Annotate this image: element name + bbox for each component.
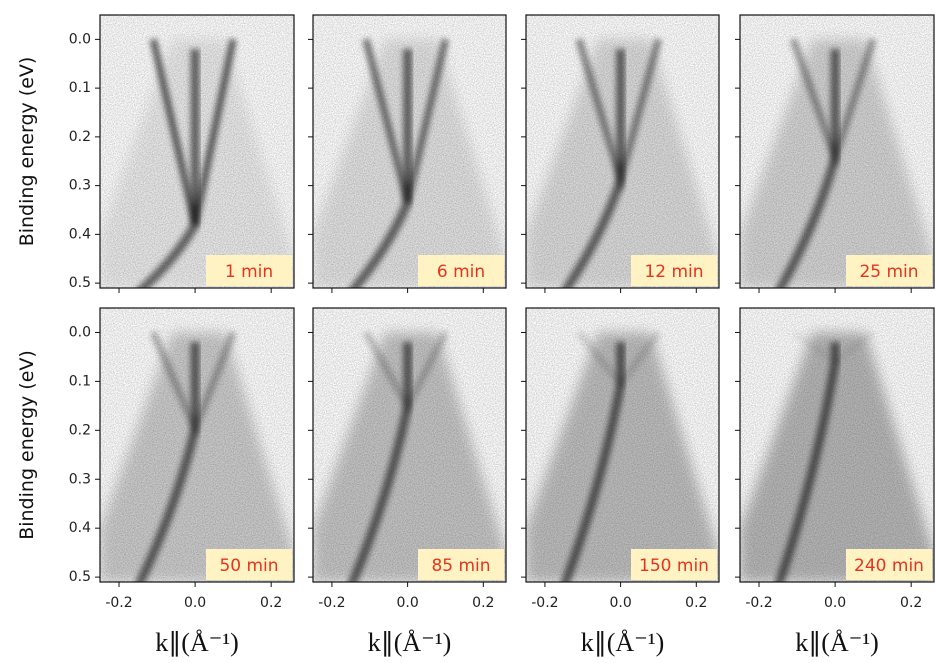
annotation-box	[206, 549, 292, 580]
y-tick-label: 0.5	[69, 275, 91, 291]
x-tick-label: -0.2	[531, 595, 558, 611]
annotation: 50 min	[219, 556, 278, 576]
annotation: 25 min	[859, 262, 918, 282]
spectrum-image	[313, 308, 506, 582]
x-tick-label: 0.2	[472, 595, 494, 611]
y-tick-label: 0.2	[69, 422, 91, 438]
annotation-box	[631, 549, 717, 580]
annotation-box	[418, 549, 504, 580]
annotation-box	[418, 255, 504, 286]
frame	[99, 307, 295, 583]
x-axis-label: k∥(Å⁻¹)	[155, 628, 239, 657]
frame	[99, 14, 295, 289]
y-axis-label: Binding energy (eV)	[16, 57, 38, 247]
y-axis-label: Binding energy (eV)	[16, 350, 38, 540]
frame	[312, 307, 507, 583]
spectrum-image	[740, 15, 934, 288]
annotation-box	[846, 255, 932, 286]
spectrum-image	[740, 308, 934, 582]
panel: -0.2 0.0 0.2 85 min k∥(Å⁻¹)	[308, 307, 507, 657]
x-tick-label: -0.2	[318, 595, 345, 611]
noise	[526, 308, 719, 582]
annotation: 85 min	[431, 556, 490, 576]
y-tick-label: 0.1	[69, 80, 91, 96]
y-tick-label: 0.1	[69, 373, 91, 389]
panel: 0.0 0.1 0.2 0.3 0.4 0.5 1 min Binding energy (e…	[16, 14, 295, 293]
x-tick-label: 0.2	[900, 595, 922, 611]
noise	[100, 308, 294, 582]
frame	[739, 14, 935, 289]
x-tick-label: -0.2	[745, 595, 772, 611]
y-tick-label: 0.2	[69, 129, 91, 145]
x-tick-label: 0.0	[184, 595, 206, 611]
annotation-box	[206, 255, 292, 286]
panel: 12 min	[521, 14, 720, 293]
spectrum-image	[526, 308, 719, 582]
annotation: 150 min	[639, 556, 709, 576]
noise	[313, 308, 506, 582]
spectrum-image	[100, 308, 294, 582]
spectrum-image	[526, 15, 719, 288]
x-tick-label: 0.0	[609, 595, 631, 611]
frame	[739, 307, 935, 583]
x-axis-label: k∥(Å⁻¹)	[368, 628, 452, 657]
y-tick-label: 0.4	[69, 226, 91, 242]
x-axis-label: k∥(Å⁻¹)	[581, 628, 665, 657]
spectrum-image	[313, 15, 506, 288]
frame	[525, 14, 720, 289]
x-tick-label: 0.2	[260, 595, 282, 611]
x-tick-label: 0.2	[685, 595, 707, 611]
noise	[526, 15, 719, 288]
x-tick-label: -0.2	[105, 595, 132, 611]
annotation-box	[631, 255, 717, 286]
noise	[740, 308, 934, 582]
y-tick-label: 0.3	[69, 178, 91, 194]
y-tick-label: 0.0	[69, 31, 91, 47]
annotation: 12 min	[644, 262, 703, 282]
y-tick-label: 0.4	[69, 520, 91, 536]
panel: 0.0 0.1 0.2 0.3 0.4 0.5 -0.2 0.0 0.2 50 min Bindin…	[16, 307, 295, 657]
noise	[313, 15, 506, 288]
x-tick-label: 0.0	[824, 595, 846, 611]
noise	[740, 15, 934, 288]
panel: 25 min	[735, 14, 935, 293]
frame	[525, 307, 720, 583]
annotation-box	[846, 549, 932, 580]
panel: -0.2 0.0 0.2 240 min k∥(Å⁻¹)	[735, 307, 935, 657]
annotation: 6 min	[437, 262, 485, 282]
spectrum-image	[100, 15, 294, 288]
y-tick-label: 0.5	[69, 569, 91, 585]
frame	[312, 14, 507, 289]
panel: 6 min	[308, 14, 507, 293]
x-axis-label: k∥(Å⁻¹)	[795, 628, 879, 657]
x-tick-label: 0.0	[396, 595, 418, 611]
panel: -0.2 0.0 0.2 150 min k∥(Å⁻¹)	[521, 307, 720, 657]
y-tick-label: 0.3	[69, 471, 91, 487]
y-tick-label: 0.0	[69, 324, 91, 340]
annotation: 1 min	[225, 262, 273, 282]
annotation: 240 min	[854, 556, 924, 576]
noise	[100, 15, 294, 288]
